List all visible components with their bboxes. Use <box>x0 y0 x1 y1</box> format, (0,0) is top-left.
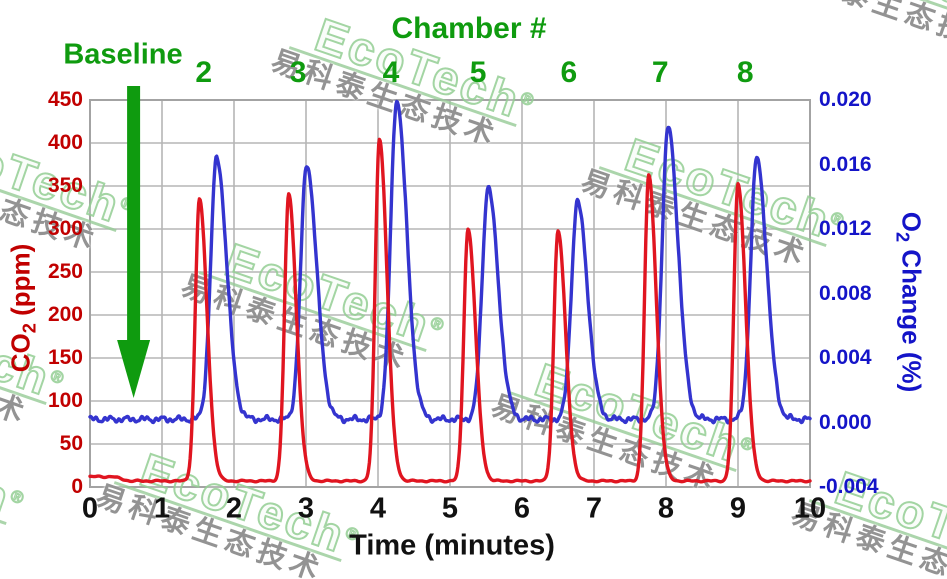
co2-curve <box>88 137 812 484</box>
baseline-arrow-shaft <box>127 86 141 342</box>
baseline-arrow-head <box>117 340 151 398</box>
